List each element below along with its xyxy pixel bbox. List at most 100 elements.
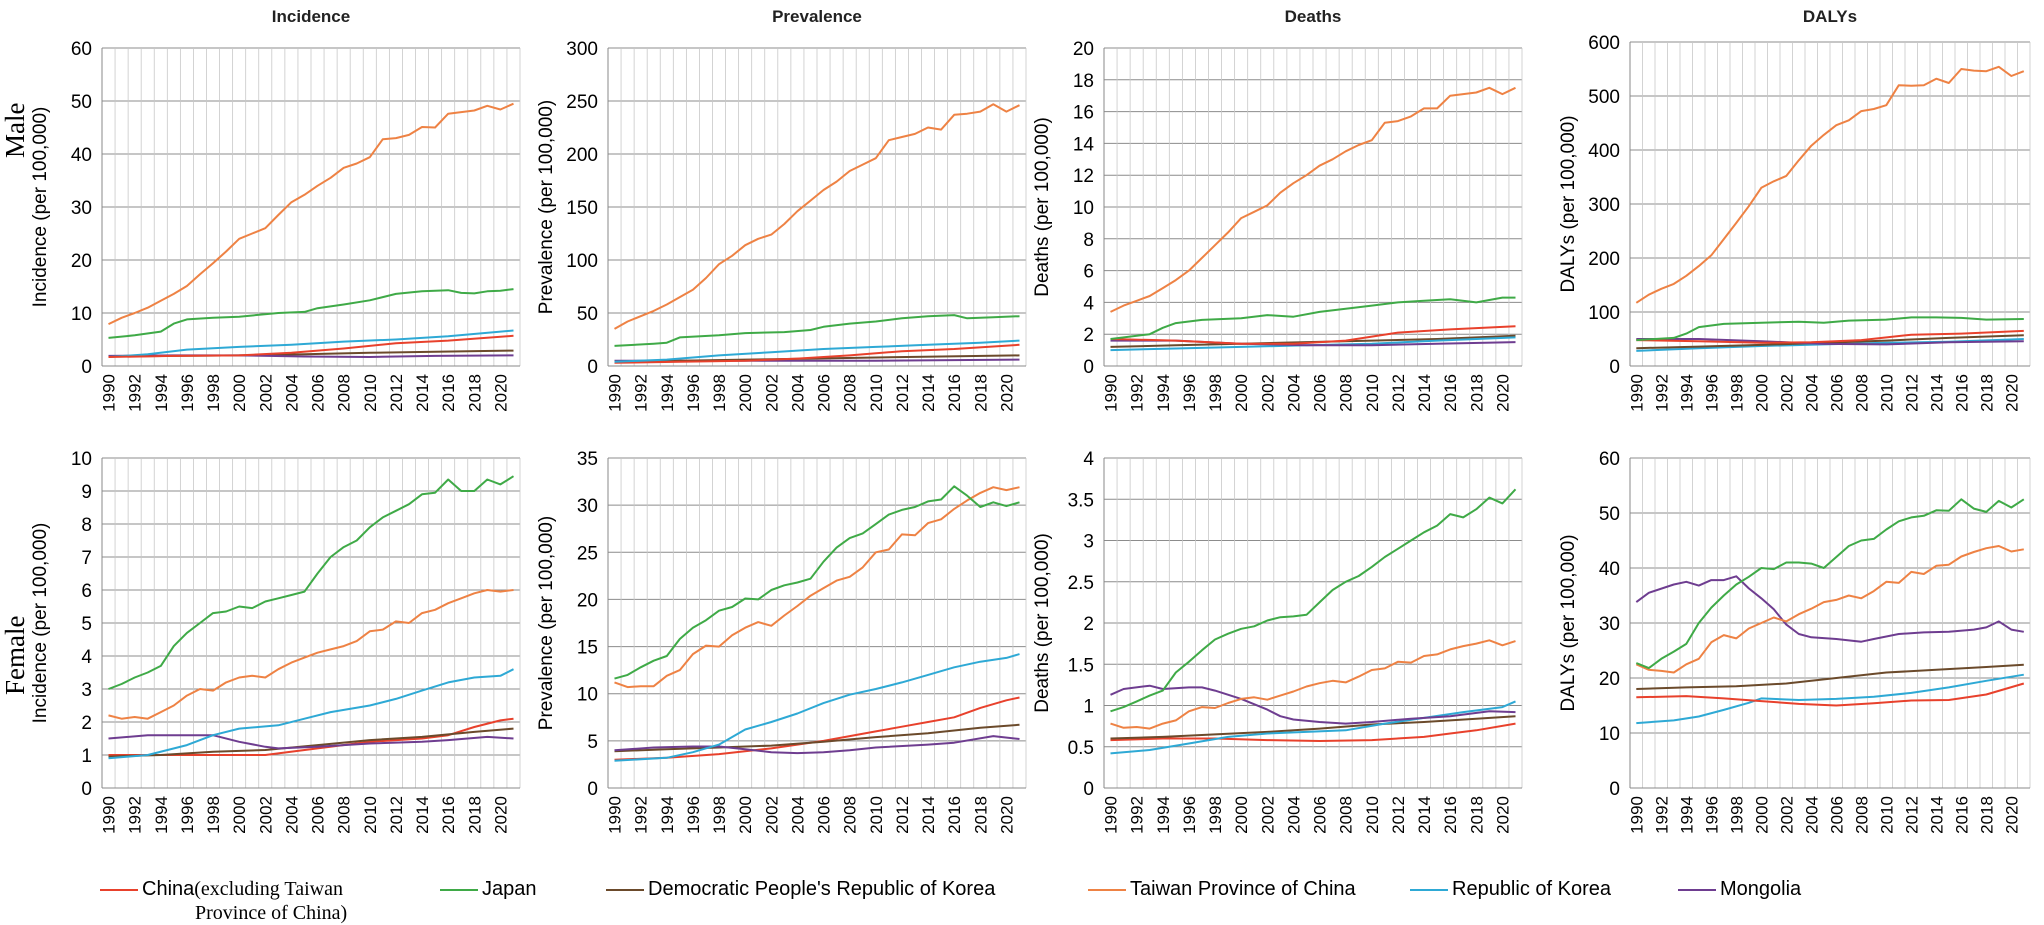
x-tick-label: 2008 bbox=[1337, 374, 1356, 412]
legend-label-mongolia: Mongolia bbox=[1720, 878, 1802, 900]
x-tick-label: 2012 bbox=[1902, 374, 1921, 412]
legend-item-japan: Japan bbox=[440, 878, 537, 901]
legend-item-taiwan: Taiwan Province of China bbox=[1088, 878, 1356, 901]
legend-label-korea: Republic of Korea bbox=[1452, 878, 1611, 900]
y-tick-label: 250 bbox=[566, 92, 598, 113]
x-tick-label: 1998 bbox=[204, 796, 223, 834]
series-line-taiwan bbox=[614, 486, 1020, 689]
legend-label-taiwan: Taiwan Province of China bbox=[1130, 878, 1356, 900]
x-tick-label: 2012 bbox=[893, 796, 912, 834]
panel-1: Prevalence 0 50 100 150 200 250 300 1990 1992 1994… bbox=[536, 7, 1027, 412]
y-tick-label: 50 bbox=[577, 304, 598, 325]
legend-swatch-taiwan bbox=[1088, 889, 1126, 891]
y-tick-label: 3 bbox=[81, 680, 92, 701]
x-tick-label: 2002 bbox=[1777, 374, 1796, 412]
legend-item-mongolia: Mongolia bbox=[1678, 878, 1801, 901]
y-tick-label: 18 bbox=[1073, 71, 1094, 92]
x-tick-label: 2012 bbox=[387, 796, 406, 834]
legend-label-china-note: (excluding Taiwan bbox=[194, 878, 344, 900]
x-tick-label: 2016 bbox=[945, 796, 964, 834]
x-tick-label: 1996 bbox=[684, 374, 703, 412]
y-tick-label: 20 bbox=[577, 590, 598, 611]
x-tick-label: 2012 bbox=[1389, 374, 1408, 412]
panel-title: DALYs bbox=[1803, 7, 1857, 26]
y-tick-label: 8 bbox=[1083, 230, 1094, 251]
series-line-china bbox=[1636, 682, 2025, 707]
x-tick-label: 2008 bbox=[841, 374, 860, 412]
x-tick-label: 2004 bbox=[788, 374, 807, 412]
x-tick-label: 2000 bbox=[736, 374, 755, 412]
legend-label-china: China bbox=[142, 878, 195, 900]
x-tick-label: 2006 bbox=[309, 796, 328, 834]
x-tick-label: 2018 bbox=[971, 374, 990, 412]
y-tick-label: 1 bbox=[1083, 697, 1094, 718]
x-tick-label: 1998 bbox=[1727, 796, 1746, 834]
legend-item-china: China (excluding Taiwan bbox=[100, 878, 343, 901]
y-tick-label: 400 bbox=[1588, 141, 1620, 162]
y-tick-label: 50 bbox=[71, 92, 92, 113]
x-tick-label: 2004 bbox=[1802, 374, 1821, 412]
panel-title: Deaths bbox=[1285, 7, 1342, 26]
x-tick-label: 2014 bbox=[1415, 796, 1434, 834]
x-tick-label: 2000 bbox=[1232, 796, 1251, 834]
y-tick-label: 0 bbox=[1609, 779, 1620, 800]
x-tick-label: 2018 bbox=[971, 796, 990, 834]
x-tick-label: 2010 bbox=[867, 796, 886, 834]
x-tick-label: 2002 bbox=[256, 374, 275, 412]
x-tick-label: 1996 bbox=[1702, 796, 1721, 834]
y-tick-label: 2 bbox=[1083, 325, 1094, 346]
series-line-taiwan bbox=[1110, 639, 1516, 730]
x-tick-label: 2018 bbox=[1977, 374, 1996, 412]
legend-label-dprk: Democratic People's Republic of Korea bbox=[648, 878, 996, 900]
x-tick-label: 2010 bbox=[1877, 796, 1896, 834]
series-line-china bbox=[108, 717, 514, 756]
y-tick-label: 3 bbox=[1083, 532, 1094, 553]
x-tick-label: 2014 bbox=[1415, 374, 1434, 412]
y-tick-label: 2 bbox=[1083, 614, 1094, 635]
series-line-mongolia bbox=[1635, 575, 2024, 643]
y-axis-label: Deaths (per 100,000) bbox=[1032, 533, 1053, 713]
x-tick-label: 2010 bbox=[361, 374, 380, 412]
legend: China (excluding Taiwan Province of China… bbox=[0, 866, 2044, 924]
x-tick-label: 2016 bbox=[1952, 796, 1971, 834]
x-tick-label: 2020 bbox=[1493, 796, 1512, 834]
y-tick-label: 30 bbox=[71, 198, 92, 219]
series-line-taiwan bbox=[1635, 65, 2025, 304]
y-tick-label: 0 bbox=[587, 779, 598, 800]
x-tick-label: 1994 bbox=[1154, 374, 1173, 412]
x-tick-label: 2008 bbox=[1852, 796, 1871, 834]
x-tick-label: 2012 bbox=[1389, 796, 1408, 834]
y-tick-label: 25 bbox=[577, 543, 598, 564]
x-tick-label: 1992 bbox=[126, 796, 145, 834]
y-tick-label: 100 bbox=[566, 251, 598, 272]
series-line-korea bbox=[614, 339, 1020, 363]
series-line-japan bbox=[108, 288, 514, 339]
series-line-china bbox=[1110, 722, 1516, 742]
panel-2: Deaths 0 2 4 6 8 10 12 14 16 18 20 1990 1992 1994 1996 1… bbox=[1032, 7, 1523, 412]
y-axis-label: Prevalence (per 100,000) bbox=[536, 516, 557, 730]
x-tick-label: 1996 bbox=[1180, 796, 1199, 834]
y-tick-label: 300 bbox=[1588, 195, 1620, 216]
x-tick-label: 2000 bbox=[230, 374, 249, 412]
x-tick-label: 2012 bbox=[893, 374, 912, 412]
series-line-mongolia bbox=[1636, 338, 2024, 346]
y-tick-label: 0.5 bbox=[1068, 738, 1094, 759]
x-tick-label: 2012 bbox=[1902, 796, 1921, 834]
y-tick-label: 0 bbox=[1083, 779, 1094, 800]
panel-3: DALYs 0 100 200 300 400 500 600 1990 1992 1994 1996… bbox=[1558, 7, 2031, 412]
panel-6: 0 0.5 1 1.5 2 2.5 3 3.5 4 1990 1992 1994 1996 1998 200… bbox=[1032, 449, 1523, 834]
series-line-taiwan bbox=[614, 103, 1020, 330]
legend-swatch-mongolia bbox=[1678, 889, 1716, 891]
y-axis-label: Deaths (per 100,000) bbox=[1032, 117, 1053, 297]
y-axis-label: DALYs (per 100,000) bbox=[1558, 534, 1579, 711]
x-tick-label: 2014 bbox=[1927, 796, 1946, 834]
panel-title: Prevalence bbox=[772, 7, 862, 26]
series-line-korea bbox=[108, 329, 514, 358]
x-tick-label: 1992 bbox=[632, 374, 651, 412]
x-tick-label: 1998 bbox=[710, 374, 729, 412]
x-tick-label: 2004 bbox=[1284, 796, 1303, 834]
x-tick-label: 1998 bbox=[1727, 374, 1746, 412]
x-tick-label: 2000 bbox=[1752, 374, 1771, 412]
legend-label-china-note-cont: Province of China) bbox=[195, 902, 348, 924]
y-tick-label: 100 bbox=[1588, 303, 1620, 324]
